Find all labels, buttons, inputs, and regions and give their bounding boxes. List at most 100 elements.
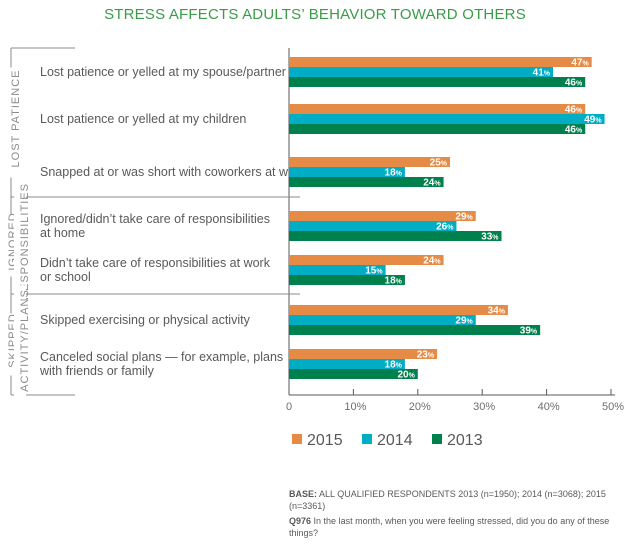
percent-sign: % [582,61,589,68]
category-label: Lost patience or yelled at my children [40,112,246,126]
bar-2015 [289,349,438,359]
category-label: Skipped exercising or physical activity [40,313,251,327]
percent-sign: % [531,329,538,336]
data-label-2014: 26% [436,222,454,233]
legend-label-2014: 2014 [377,432,413,449]
bar-2015 [289,305,508,315]
x-tick-label: 30% [473,401,495,413]
bar-2015 [289,255,444,265]
percent-sign: % [544,71,551,78]
bar-2015 [289,211,476,221]
group-label: ACTIVITY/PLANS [19,289,31,392]
data-label-2015: 34% [488,306,506,317]
category-label: Ignored/didn’t take care of responsibili… [40,212,270,240]
data-label-2015: 46% [565,105,583,116]
group-label: RESPONSIBILITIES [19,183,31,300]
category-label-line: Ignored/didn’t take care of responsibili… [40,212,270,226]
category-label-line: Skipped exercising or physical activity [40,313,251,327]
data-label-2013: 33% [481,232,499,243]
data-label-2013: 46% [565,125,583,136]
category-label-line: with friends or family [39,364,155,378]
data-label-2015: 24% [423,256,441,267]
question-text: In the last month, when you were feeling… [289,516,610,538]
legend-swatch-2015 [292,434,302,444]
group-label-bg [14,178,26,313]
category-label-line: at home [40,226,85,240]
category-label-line: Lost patience or yelled at my children [40,112,246,126]
percent-sign: % [428,353,435,360]
footnotes: BASE: ALL QUALIFIED RESPONDENTS 2013 (n=… [289,488,619,542]
bar-chart: 0 10% 20% 30% 40% 50% Lost patience or yelled … [2,47,625,449]
data-label-2014: 49% [584,115,602,126]
percent-sign: % [396,279,403,286]
percent-sign: % [576,108,583,115]
category-label-line: Lost patience or yelled at my spouse/par… [40,65,286,79]
bar-2013 [289,77,586,87]
legend-label-2015: 2015 [307,432,343,449]
bar-2015 [289,57,592,67]
data-label-2013: 18% [385,276,403,287]
percent-sign: % [409,373,416,380]
data-label-2015: 23% [417,350,435,361]
base-label: BASE: [289,489,318,499]
data-label-2014: 15% [365,266,383,277]
bar-2013 [289,275,405,285]
percent-sign: % [467,215,474,222]
chart-title: STRESS AFFECTS ADULTS’ BEHAVIOR TOWARD O… [104,6,526,23]
percent-sign: % [447,225,454,232]
legend-label-2013: 2013 [447,432,483,449]
group-label: LOST PATIENCE [10,70,22,168]
data-label-2015: 25% [430,158,448,169]
percent-sign: % [434,181,441,188]
category-label-line: Snapped at or was short with coworkers a… [40,165,306,179]
percent-sign: % [441,161,448,168]
bar-2014 [289,167,405,177]
x-tick-label: 10% [344,401,366,413]
group-label-bg [2,313,14,376]
category-label-line: Canceled social plans — for example, pla… [40,350,283,364]
bar-2013 [289,369,418,379]
question-label: Q976 [289,516,312,526]
category-label: Canceled social plans — for example, pla… [39,350,283,378]
group-label-bg [5,67,17,178]
bar-2014 [289,315,476,325]
percent-sign: % [595,118,602,125]
bar-2013 [289,177,444,187]
data-label-2015: 47% [571,58,589,69]
data-label-2013: 24% [423,178,441,189]
base-note: BASE: ALL QUALIFIED RESPONDENTS 2013 (n=… [289,488,619,512]
bar-2014 [289,265,386,275]
data-label-2013: 39% [520,326,538,337]
category-label: Lost patience or yelled at my spouse/par… [40,65,286,79]
question-note: Q976 In the last month, when you were fe… [289,515,619,539]
data-label-2014: 41% [533,68,551,79]
group-label-bg [2,214,14,277]
legend-swatch-2014 [362,434,372,444]
data-label-2014: 29% [455,316,473,327]
data-label-2015: 29% [455,212,473,223]
percent-sign: % [576,81,583,88]
x-tick-label: 50% [602,401,624,413]
bar-2013 [289,124,586,134]
data-label-2013: 46% [565,78,583,89]
percent-sign: % [396,363,403,370]
category-label: Snapped at or was short with coworkers a… [40,165,306,179]
percent-sign: % [376,269,383,276]
bar-2014 [289,67,554,77]
bar-2014 [289,221,457,231]
percent-sign: % [467,319,474,326]
base-text: ALL QUALIFIED RESPONDENTS 2013 (n=1950);… [289,489,606,511]
bar-2013 [289,325,541,335]
data-label-2014: 18% [385,360,403,371]
bar-2014 [289,359,405,369]
percent-sign: % [499,309,506,316]
data-label-2013: 20% [397,370,415,381]
x-tick-label: 40% [538,401,560,413]
percent-sign: % [492,235,499,242]
category-label-line: or school [40,270,91,284]
percent-sign: % [576,128,583,135]
bar-2014 [289,114,605,124]
bar-2015 [289,104,586,114]
x-tick-label: 20% [409,401,431,413]
